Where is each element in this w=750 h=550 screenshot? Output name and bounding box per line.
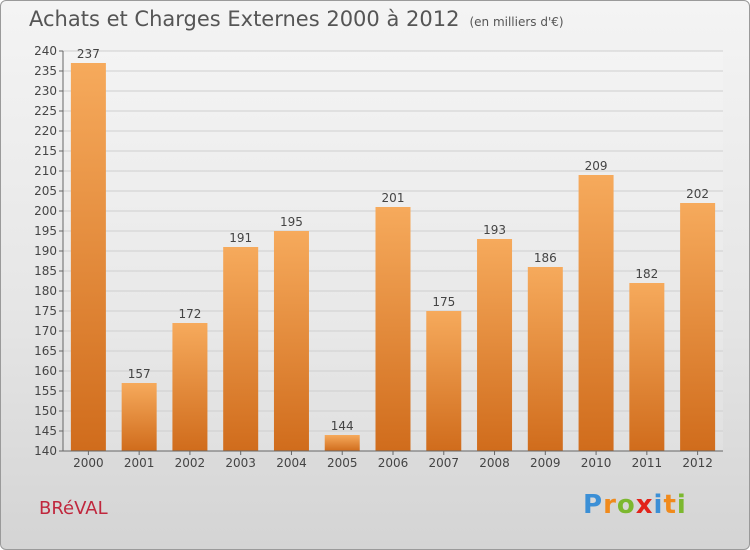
bar-2000 [70, 63, 106, 451]
bar-value-label: 209 [585, 159, 608, 173]
bar-value-label: 182 [635, 267, 658, 281]
x-tick-label: 2001 [124, 456, 155, 470]
bar-value-label: 144 [331, 419, 354, 433]
chart-title: Achats et Charges Externes 2000 à 2012 (e… [29, 7, 564, 31]
chart-title-text: Achats et Charges Externes 2000 à 2012 [29, 7, 460, 31]
y-tick-label: 165 [34, 344, 57, 358]
bar-2006 [375, 207, 411, 451]
y-tick-label: 190 [34, 244, 57, 258]
x-tick-label: 2000 [73, 456, 104, 470]
logo-letter: r [603, 490, 617, 520]
logo-letter: i [653, 490, 664, 520]
y-tick-label: 180 [34, 284, 57, 298]
chart-unit: (en milliers d'€) [469, 15, 564, 29]
logo-letter: x [635, 490, 654, 520]
bar-2003 [223, 247, 259, 451]
bar-value-label: 237 [77, 47, 100, 61]
x-axis-ticks: 2000 2001 2002 2003 2004 2005 2006 2007 2008 2009… [73, 451, 713, 470]
bar-2001 [121, 383, 157, 451]
x-tick-label: 2008 [479, 456, 510, 470]
x-tick-label: 2004 [276, 456, 307, 470]
y-tick-label: 195 [34, 224, 57, 238]
bar-value-label: 202 [686, 187, 709, 201]
y-tick-label: 240 [34, 44, 57, 58]
y-tick-label: 205 [34, 184, 57, 198]
x-tick-label: 2005 [327, 456, 358, 470]
bar-2009 [527, 267, 563, 451]
y-tick-label: 185 [34, 264, 57, 278]
x-tick-label: 2007 [428, 456, 459, 470]
logo-letter: o [616, 490, 636, 520]
y-tick-label: 170 [34, 324, 57, 338]
bar-2007 [426, 311, 462, 451]
bar-2008 [477, 239, 513, 451]
bar-2002 [172, 323, 208, 451]
x-tick-label: 2011 [632, 456, 663, 470]
x-tick-label: 2003 [225, 456, 256, 470]
logo-letter: t [663, 490, 677, 520]
y-tick-label: 140 [34, 444, 57, 458]
y-tick-label: 145 [34, 424, 57, 438]
logo-letter: P [583, 490, 604, 520]
bar-value-label: 186 [534, 251, 557, 265]
bar-value-label: 201 [382, 191, 405, 205]
commune-name: BRéVAL [39, 498, 108, 519]
y-tick-label: 175 [34, 304, 57, 318]
bar-2010 [578, 175, 614, 451]
bar-2004 [273, 231, 309, 451]
y-tick-label: 160 [34, 364, 57, 378]
bar-value-label: 191 [229, 231, 252, 245]
bar-2012 [680, 203, 716, 451]
bar-value-label: 172 [178, 307, 201, 321]
x-tick-label: 2012 [682, 456, 713, 470]
proxiti-logo: Proxiti [583, 490, 687, 520]
x-tick-label: 2002 [175, 456, 206, 470]
x-tick-label: 2006 [378, 456, 409, 470]
y-tick-label: 210 [34, 164, 57, 178]
x-tick-label: 2009 [530, 456, 561, 470]
y-tick-label: 220 [34, 124, 57, 138]
bar-value-label: 195 [280, 215, 303, 229]
y-tick-label: 215 [34, 144, 57, 158]
y-tick-label: 155 [34, 384, 57, 398]
y-tick-label: 200 [34, 204, 57, 218]
bar-2011 [629, 283, 665, 451]
bars: 237 157 172 191 195 144 201 175 193 186 209 182 202 [70, 47, 716, 451]
x-tick-label: 2010 [581, 456, 612, 470]
y-tick-label: 235 [34, 64, 57, 78]
bar-value-label: 157 [128, 367, 151, 381]
y-tick-label: 225 [34, 104, 57, 118]
y-tick-label: 230 [34, 84, 57, 98]
y-tick-label: 150 [34, 404, 57, 418]
bar-value-label: 175 [432, 295, 455, 309]
y-axis-ticks: 140 145 150 155 160 165 170 175 180 185 190 195 200 2… [34, 44, 63, 458]
bar-value-label: 193 [483, 223, 506, 237]
bar-2005 [324, 435, 360, 451]
logo-letter: i [676, 490, 687, 520]
